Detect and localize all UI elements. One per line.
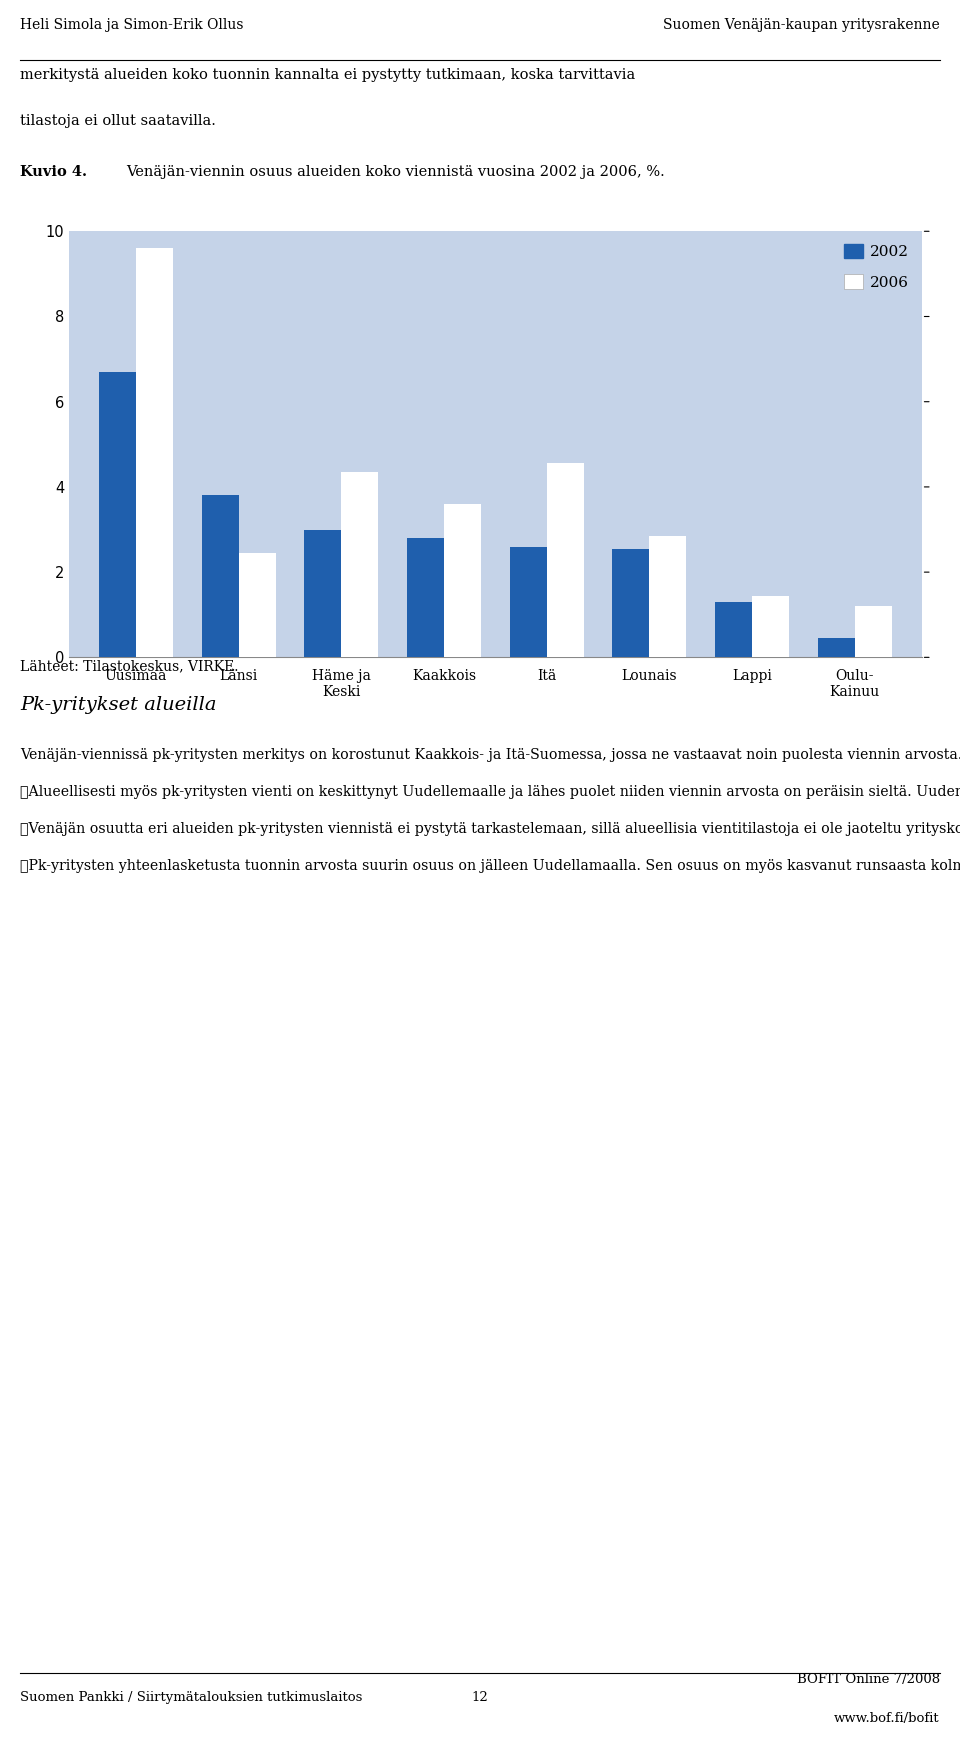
Text: merkitystä alueiden koko tuonnin kannalta ei pystytty tutkimaan, koska tarvittav: merkitystä alueiden koko tuonnin kannalt… — [20, 68, 636, 82]
Bar — [304, 530, 342, 657]
Text: BOFIT Online 7/2008: BOFIT Online 7/2008 — [797, 1673, 940, 1685]
Bar — [715, 602, 752, 657]
Text: Heli Simola ja Simon-Erik Ollus: Heli Simola ja Simon-Erik Ollus — [20, 17, 244, 31]
Bar — [612, 550, 649, 657]
Bar — [818, 638, 854, 657]
Text: Suomen Pankki / Siirtymätalouksien tutkimuslaitos: Suomen Pankki / Siirtymätalouksien tutki… — [20, 1692, 363, 1704]
Legend: 2002, 2006: 2002, 2006 — [840, 238, 914, 294]
Text: Suomen Venäjän-kaupan yritysrakenne: Suomen Venäjän-kaupan yritysrakenne — [663, 17, 940, 31]
Text: Venäjän-viennissä pk-yritysten merkitys on korostunut Kaakkois- ja Itä-Suomessa,: Venäjän-viennissä pk-yritysten merkitys … — [20, 748, 960, 873]
Bar — [649, 536, 686, 657]
Text: Pk-yritykset alueilla: Pk-yritykset alueilla — [20, 696, 217, 713]
Bar — [854, 607, 892, 657]
Text: www.bof.fi/bofit: www.bof.fi/bofit — [834, 1711, 940, 1725]
Bar — [444, 504, 481, 657]
Text: Lähteet: Tilastokeskus, VIRKE.: Lähteet: Tilastokeskus, VIRKE. — [20, 659, 239, 673]
Bar — [239, 553, 276, 657]
Text: 12: 12 — [471, 1692, 489, 1704]
Bar — [546, 464, 584, 657]
Text: Kuvio 4.: Kuvio 4. — [20, 165, 87, 179]
Text: tilastoja ei ollut saatavilla.: tilastoja ei ollut saatavilla. — [20, 113, 216, 127]
Bar — [99, 372, 136, 657]
Bar — [510, 546, 546, 657]
Bar — [342, 471, 378, 657]
Bar — [136, 249, 173, 657]
Bar — [202, 496, 239, 657]
Bar — [407, 537, 444, 657]
Text: Venäjän-viennin osuus alueiden koko viennistä vuosina 2002 ja 2006, %.: Venäjän-viennin osuus alueiden koko vien… — [126, 165, 664, 179]
Bar — [752, 595, 789, 657]
